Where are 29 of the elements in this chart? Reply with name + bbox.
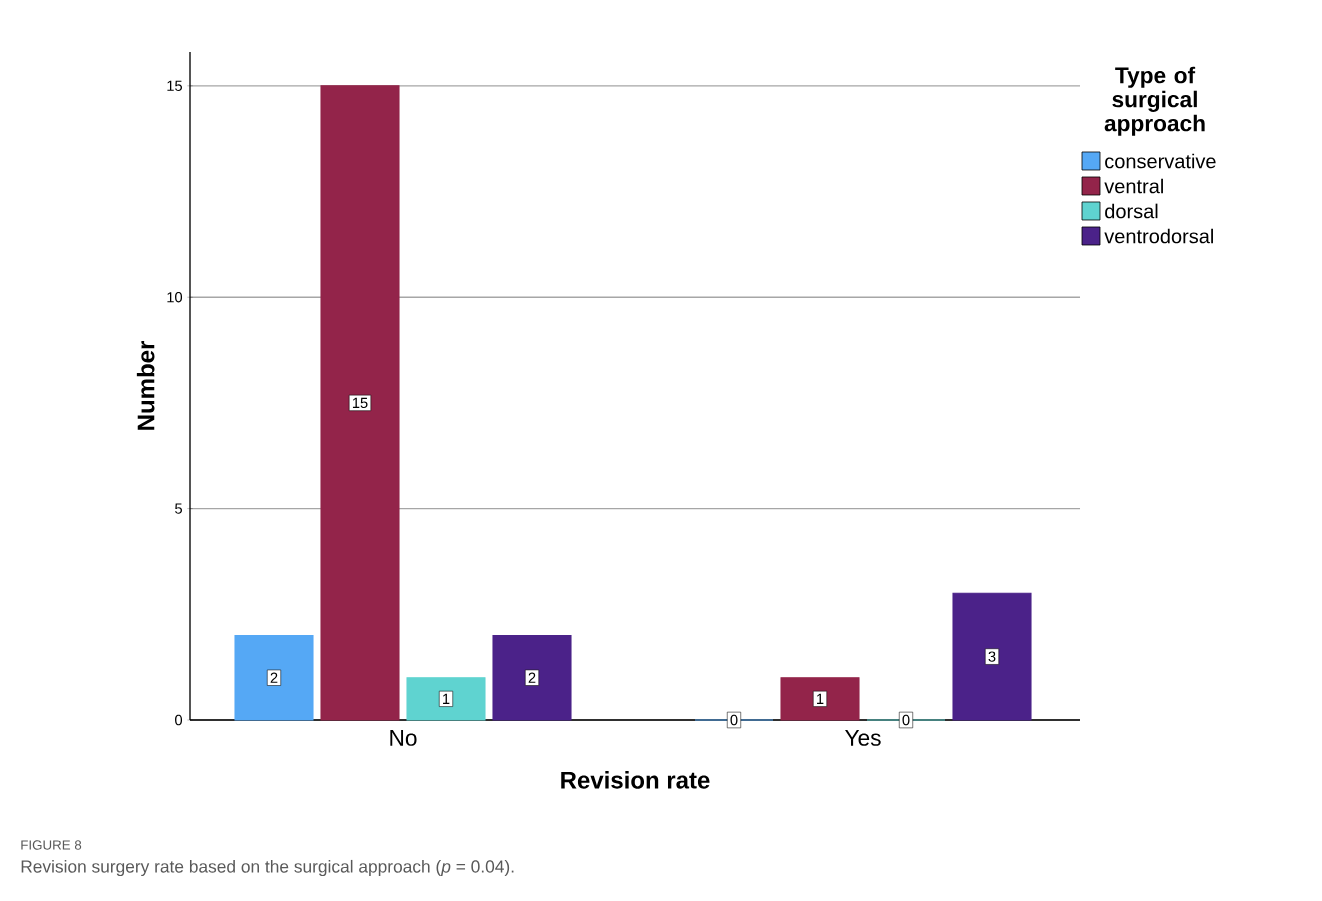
y-axis-title: Number [136, 341, 155, 430]
legend-label: ventral [1104, 178, 1163, 194]
legend-label: ventrodorsal [1104, 228, 1213, 244]
x-axis-title: Revision rate [561, 771, 710, 789]
caption: FIGURE 8 [21, 840, 82, 850]
data-label: 0 [730, 714, 738, 726]
bar [234, 634, 314, 721]
bar [406, 677, 486, 721]
data-label: 3 [988, 651, 996, 662]
legend-label: conservative [1105, 153, 1216, 169]
data-label: 0 [902, 714, 910, 726]
y-tick-label: 0 [175, 714, 183, 726]
x-tick-label: Yes [845, 730, 881, 746]
data-label: 2 [528, 672, 536, 683]
bar [320, 85, 400, 721]
legend-label: dorsal [1105, 203, 1158, 219]
data-label: 1 [817, 693, 824, 704]
bar [780, 677, 860, 721]
text: Revision surgery rate based on the surgical approach (p = 0.04). [21, 859, 514, 877]
legend-title: Type of surgical approach [1104, 66, 1205, 136]
bar [952, 592, 1032, 721]
data-label: 1 [443, 693, 450, 704]
y-tick-label: 5 [175, 503, 182, 514]
data-label: 2 [270, 672, 278, 683]
y-tick-label: 10 [167, 292, 183, 303]
y-tick-label: 15 [167, 80, 182, 91]
bar [492, 634, 572, 721]
data-label: 15 [352, 397, 368, 409]
x-tick-label: No [390, 730, 417, 746]
